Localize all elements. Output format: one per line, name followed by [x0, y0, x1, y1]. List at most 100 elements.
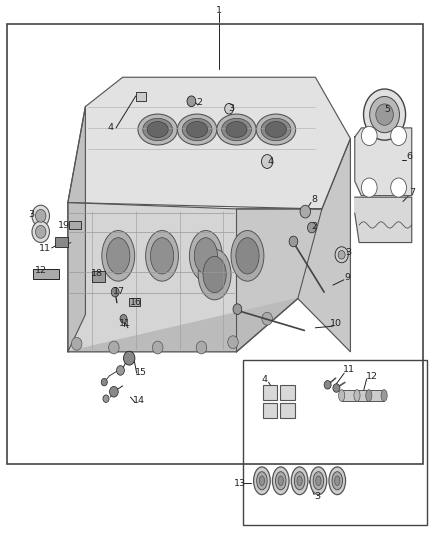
Ellipse shape: [226, 122, 247, 138]
Ellipse shape: [381, 390, 387, 401]
Bar: [280, 385, 295, 400]
Text: 16: 16: [130, 298, 142, 307]
Ellipse shape: [177, 114, 217, 145]
Ellipse shape: [354, 390, 360, 401]
Bar: [263, 403, 277, 418]
Polygon shape: [68, 298, 298, 352]
Circle shape: [364, 89, 406, 140]
Text: 3: 3: [228, 104, 234, 113]
Ellipse shape: [259, 476, 265, 486]
Circle shape: [32, 205, 49, 227]
Bar: [69, 221, 81, 229]
Ellipse shape: [217, 114, 256, 145]
Text: 17: 17: [113, 287, 125, 296]
Ellipse shape: [335, 476, 340, 486]
Text: 15: 15: [135, 368, 147, 376]
Ellipse shape: [276, 472, 286, 490]
Circle shape: [187, 96, 196, 107]
Text: 4: 4: [107, 124, 113, 132]
Ellipse shape: [143, 118, 173, 141]
Ellipse shape: [332, 472, 343, 490]
Circle shape: [109, 341, 119, 354]
Text: 10: 10: [330, 319, 343, 328]
Text: 4: 4: [268, 157, 274, 166]
Ellipse shape: [272, 467, 289, 495]
Text: 6: 6: [406, 152, 413, 161]
Polygon shape: [68, 203, 322, 352]
Circle shape: [124, 351, 135, 365]
Circle shape: [103, 395, 109, 402]
Circle shape: [233, 304, 242, 314]
Ellipse shape: [203, 256, 226, 293]
Ellipse shape: [254, 467, 270, 495]
Circle shape: [101, 378, 107, 386]
Ellipse shape: [231, 230, 264, 281]
Ellipse shape: [187, 122, 208, 138]
Bar: [129, 298, 140, 306]
Circle shape: [111, 287, 119, 297]
Ellipse shape: [145, 230, 179, 281]
Bar: [342, 390, 369, 401]
Circle shape: [307, 222, 316, 233]
Polygon shape: [355, 128, 412, 196]
Circle shape: [391, 178, 406, 197]
Bar: [92, 271, 105, 282]
Text: 18: 18: [91, 269, 103, 278]
Circle shape: [300, 205, 311, 218]
Text: 2: 2: [311, 222, 318, 231]
Ellipse shape: [294, 472, 305, 490]
Text: 5: 5: [385, 105, 391, 114]
Ellipse shape: [198, 249, 231, 300]
Ellipse shape: [189, 230, 222, 281]
Circle shape: [338, 251, 345, 259]
Circle shape: [228, 336, 238, 349]
Circle shape: [120, 314, 127, 323]
Bar: [280, 403, 295, 418]
Bar: [33, 269, 59, 279]
Ellipse shape: [256, 114, 296, 145]
Text: 4: 4: [261, 375, 267, 384]
Text: 3: 3: [345, 248, 351, 256]
Bar: [243, 360, 427, 525]
Ellipse shape: [236, 238, 259, 274]
Circle shape: [376, 104, 393, 125]
Ellipse shape: [107, 238, 130, 274]
Ellipse shape: [291, 467, 308, 495]
Bar: [136, 92, 146, 101]
Ellipse shape: [297, 476, 302, 486]
Text: 14: 14: [133, 397, 145, 405]
Bar: [263, 385, 277, 400]
Polygon shape: [237, 139, 350, 352]
Text: 13: 13: [233, 479, 246, 488]
Polygon shape: [68, 77, 350, 209]
Text: 11: 11: [343, 366, 355, 374]
Text: 9: 9: [344, 273, 350, 281]
Circle shape: [152, 341, 163, 354]
Circle shape: [196, 341, 207, 354]
Circle shape: [289, 236, 298, 247]
Ellipse shape: [102, 230, 135, 281]
Text: 11: 11: [39, 244, 51, 253]
Text: 7: 7: [409, 189, 415, 197]
Text: 11: 11: [119, 319, 131, 328]
Ellipse shape: [138, 114, 177, 145]
Bar: [357, 390, 384, 401]
Circle shape: [361, 126, 377, 146]
Ellipse shape: [329, 467, 346, 495]
Circle shape: [262, 312, 272, 325]
Circle shape: [261, 155, 273, 168]
Circle shape: [324, 381, 331, 389]
Ellipse shape: [151, 238, 173, 274]
Bar: [7, 24, 423, 464]
Ellipse shape: [265, 122, 286, 138]
Polygon shape: [355, 197, 412, 243]
Ellipse shape: [310, 467, 327, 495]
Ellipse shape: [316, 476, 321, 486]
Circle shape: [361, 178, 377, 197]
Ellipse shape: [278, 476, 283, 486]
Circle shape: [32, 221, 49, 243]
Circle shape: [225, 103, 233, 114]
Circle shape: [35, 225, 46, 238]
Circle shape: [110, 386, 118, 397]
Circle shape: [71, 337, 82, 350]
